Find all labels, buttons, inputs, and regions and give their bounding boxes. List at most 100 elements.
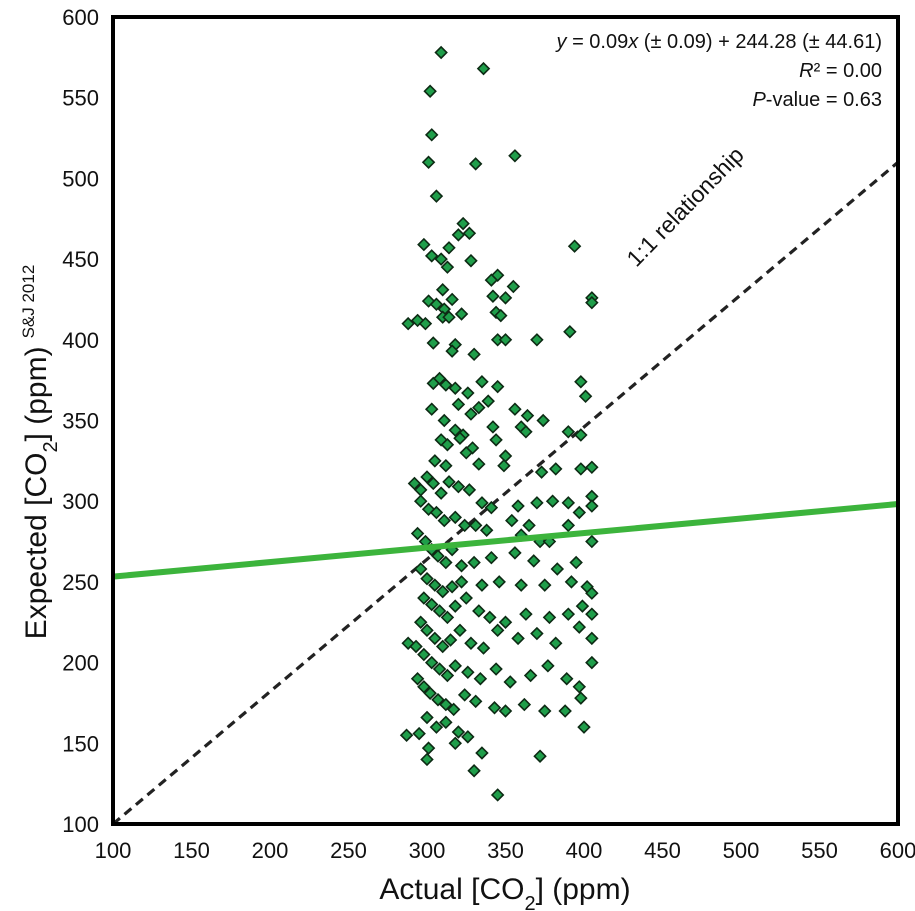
data-point — [505, 513, 519, 528]
data-point — [424, 249, 439, 263]
data-point — [424, 128, 439, 142]
data-point — [461, 730, 475, 744]
data-point — [472, 604, 486, 618]
data-point — [473, 672, 488, 686]
data-point — [490, 623, 505, 638]
data-point — [448, 659, 462, 673]
data-point — [459, 446, 473, 460]
data-point — [519, 607, 533, 621]
data-point — [426, 336, 441, 350]
data-point — [446, 702, 461, 717]
y-tick-label: 200 — [62, 651, 99, 676]
data-point — [453, 431, 467, 445]
x-tick-label: 500 — [723, 838, 760, 863]
data-point — [559, 672, 574, 686]
data-point — [439, 458, 453, 473]
data-point — [434, 45, 448, 60]
data-point — [498, 704, 513, 718]
identity-line — [111, 161, 900, 826]
data-point — [424, 655, 439, 670]
data-point — [585, 655, 599, 670]
data-point — [476, 61, 491, 76]
data-point — [420, 571, 434, 586]
data-point — [567, 239, 582, 253]
data-point — [536, 413, 550, 428]
plot-area — [111, 15, 900, 826]
data-point — [456, 216, 470, 231]
data-point — [467, 764, 481, 778]
data-point — [468, 694, 483, 709]
data-point — [421, 155, 436, 169]
regression-equation: y = 0.09x (± 0.09) + 244.28 (± 44.61) — [555, 31, 882, 53]
y-axis-ticks: 100 150 200 250 300 350 400 450 500 550 600 — [62, 5, 99, 837]
data-point — [435, 639, 450, 654]
data-point — [489, 433, 503, 447]
data-point — [439, 715, 453, 730]
data-point — [467, 555, 481, 570]
data-point — [572, 620, 587, 634]
data-point — [451, 725, 466, 739]
data-point — [514, 578, 528, 592]
data-point — [432, 604, 447, 618]
y-tick-label: 350 — [62, 409, 99, 434]
y-tick-label: 250 — [62, 570, 99, 595]
data-point — [569, 555, 583, 570]
data-point — [490, 379, 505, 394]
data-point — [448, 599, 462, 613]
data-point — [508, 402, 522, 416]
identity-line-group — [111, 161, 900, 826]
data-point — [429, 720, 444, 734]
data-point — [520, 408, 535, 423]
data-point — [561, 496, 576, 510]
data-point — [428, 631, 442, 646]
data-point — [506, 279, 521, 294]
p-value-label: P-value = 0.63 — [752, 89, 882, 111]
data-point — [561, 425, 576, 439]
data-point — [564, 575, 579, 589]
data-point — [489, 662, 503, 676]
data-point — [484, 273, 499, 287]
data-point — [508, 546, 522, 560]
data-point — [420, 623, 434, 638]
x-tick-label: 450 — [644, 838, 681, 863]
data-point — [498, 333, 513, 347]
data-point — [418, 316, 433, 331]
data-point — [475, 496, 489, 510]
data-point — [519, 425, 533, 439]
data-point — [585, 499, 599, 513]
data-point — [412, 726, 426, 741]
data-point — [439, 697, 453, 712]
data-point — [561, 518, 576, 533]
x-tick-label: 350 — [487, 838, 524, 863]
data-point — [443, 633, 458, 647]
data-point — [451, 397, 466, 412]
data-point — [549, 636, 563, 650]
data-point — [574, 428, 588, 442]
data-point — [538, 578, 552, 592]
y-tick-label: 400 — [62, 328, 99, 353]
data-point — [420, 710, 434, 725]
data-point — [585, 607, 599, 621]
data-point — [503, 675, 517, 689]
data-point — [461, 665, 475, 680]
data-point — [442, 310, 456, 324]
data-point — [437, 413, 452, 428]
data-point — [453, 623, 467, 638]
data-point — [442, 241, 456, 255]
data-point — [423, 84, 437, 98]
data-point — [475, 746, 489, 760]
data-point — [407, 476, 422, 491]
data-point — [445, 344, 459, 358]
data-point — [426, 376, 441, 391]
data-point — [454, 307, 469, 321]
data-point — [432, 662, 447, 676]
data-point — [585, 295, 599, 310]
data-point — [498, 615, 513, 629]
data-point — [424, 402, 439, 416]
data-point — [575, 599, 590, 613]
data-point — [487, 701, 502, 715]
data-point — [484, 550, 499, 565]
data-point — [511, 499, 525, 513]
data-point — [472, 400, 486, 415]
